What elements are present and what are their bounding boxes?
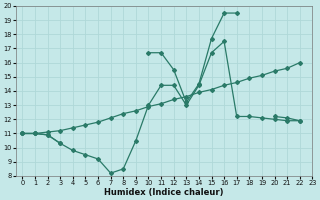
X-axis label: Humidex (Indice chaleur): Humidex (Indice chaleur)	[105, 188, 224, 197]
